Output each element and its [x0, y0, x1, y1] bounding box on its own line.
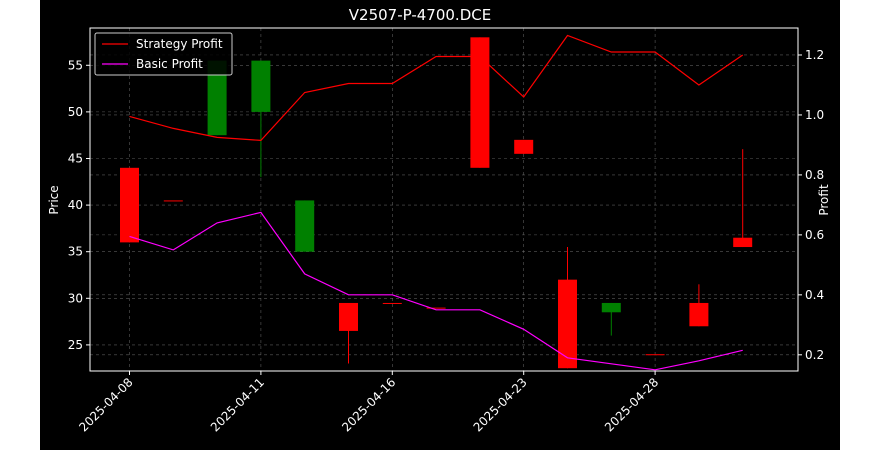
candle-body — [426, 307, 446, 309]
y2-tick-label: 0.2 — [805, 348, 824, 362]
plot-frame — [89, 27, 799, 372]
y2-axis-label: Profit — [817, 184, 831, 216]
y-tick-label: 30 — [68, 291, 83, 305]
candle-body — [207, 60, 227, 136]
legend: Strategy Profit Basic Profit — [94, 32, 233, 76]
legend-strategy-label: Strategy Profit — [136, 37, 223, 51]
x-tick-label: 2025-04-23 — [471, 375, 530, 434]
candle-body — [733, 237, 753, 248]
x-tick-label: 2025-04-08 — [76, 375, 135, 434]
y2-tick-label: 0.4 — [805, 288, 824, 302]
legend-basic-label: Basic Profit — [136, 57, 203, 71]
candle-body — [382, 302, 402, 304]
y2-tick-label: 0.6 — [805, 228, 824, 242]
candle-body — [339, 302, 358, 331]
candle-body — [558, 279, 577, 369]
x-tick-label: 2025-04-16 — [339, 375, 398, 434]
candle-body — [120, 167, 139, 243]
legend-box — [94, 32, 233, 76]
chart-title: V2507-P-4700.DCE — [349, 6, 491, 24]
y-tick-label: 40 — [68, 198, 83, 212]
y2-tick-label: 1.0 — [805, 108, 824, 122]
basic-profit-line — [129, 211, 743, 371]
y-tick-label: 50 — [68, 105, 83, 119]
grid-layer — [90, 28, 798, 371]
y-axis-label: Price — [47, 185, 61, 214]
y-tick-label: 35 — [68, 245, 83, 259]
candle-body — [645, 354, 665, 356]
y-tick-label: 25 — [68, 338, 83, 352]
chart-figure: V2507-P-4700.DCE 25 30 35 40 45 50 55 0.2 0.4 0.… — [40, 0, 840, 450]
candle-body — [601, 302, 621, 313]
candle-body — [251, 60, 271, 112]
y2-tick-label: 0.8 — [805, 168, 824, 182]
left-y-axis: 25 30 35 40 45 50 55 — [68, 58, 90, 352]
candle-body — [470, 37, 490, 168]
candle-layer — [120, 37, 753, 369]
line-layer — [129, 34, 744, 371]
y-tick-label: 55 — [68, 58, 83, 72]
x-tick-label: 2025-04-11 — [208, 375, 267, 434]
right-y-axis: 0.2 0.4 0.6 0.8 1.0 1.2 — [798, 48, 824, 362]
candle-body — [295, 200, 315, 252]
x-axis: 2025-04-08 2025-04-11 2025-04-16 2025-04-23… — [76, 371, 661, 434]
y2-tick-label: 1.2 — [805, 48, 824, 62]
candle-body — [514, 139, 534, 154]
y-tick-label: 45 — [68, 151, 83, 165]
candle-body — [163, 200, 183, 202]
candle-body — [689, 302, 709, 327]
strategy-profit-line — [129, 34, 744, 142]
x-tick-label: 2025-04-28 — [602, 375, 661, 434]
